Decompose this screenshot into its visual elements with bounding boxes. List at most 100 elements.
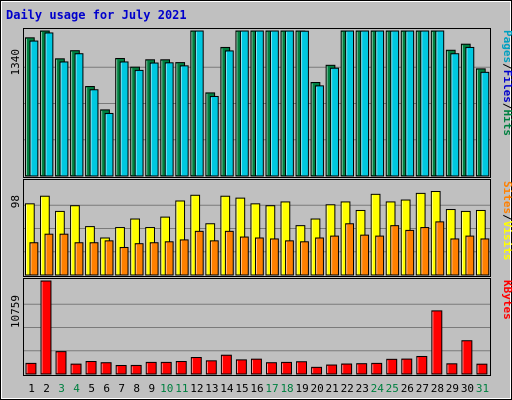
panel-visits-bar-sites-day-2 xyxy=(44,233,54,276)
panel-usage-bar-files-day-30 xyxy=(465,46,475,177)
panel-kbytes-bar-kbytes-day-28-body xyxy=(431,310,443,375)
x-label-day-7: 7 xyxy=(118,382,125,395)
panel-kbytes-bar-kbytes-day-2-body xyxy=(40,280,52,375)
panel-visits-bar-sites-day-4 xyxy=(74,242,84,276)
x-label-day-23: 23 xyxy=(356,382,369,395)
panel-usage-bar-files-day-4-body xyxy=(74,53,84,177)
panel-visits-legend: Sites/Visits xyxy=(501,181,512,261)
panel-visits-bar-sites-day-28-body xyxy=(435,221,445,276)
x-label-day-31: 31 xyxy=(476,382,489,395)
panel-visits-bar-sites-day-3-body xyxy=(59,233,69,276)
panel-kbytes-bar-kbytes-day-30 xyxy=(461,340,473,375)
panel-usage-bar-files-day-27 xyxy=(420,30,430,177)
panel-usage-legend-item-2: Files xyxy=(501,70,512,103)
panel-usage-bar-files-day-15-body xyxy=(239,30,249,177)
panel-kbytes-bar-kbytes-day-8-body xyxy=(130,364,142,375)
panel-visits-bar-sites-day-24-body xyxy=(375,235,385,276)
panel-usage-bar-files-day-29 xyxy=(450,53,460,177)
panel-kbytes-legend-item-0: KBytes xyxy=(501,280,512,320)
panel-visits-bar-sites-day-16 xyxy=(254,237,264,276)
panel-kbytes-bar-kbytes-day-1-body xyxy=(25,362,37,375)
panel-usage-bar-files-day-3 xyxy=(59,61,69,177)
panel-kbytes-bar-kbytes-day-29-body xyxy=(446,363,458,375)
panel-usage-bar-files-day-11 xyxy=(179,65,189,177)
panel-visits-bar-sites-day-26-body xyxy=(405,229,415,276)
panel-usage-bar-files-day-20-body xyxy=(315,85,324,177)
panel-kbytes-bar-kbytes-day-15-body xyxy=(235,359,247,375)
panel-visits-legend-item-1: / xyxy=(501,214,512,221)
x-label-day-30: 30 xyxy=(461,382,474,395)
panel-visits-bar-sites-day-11 xyxy=(179,239,189,276)
panel-visits-bar-sites-day-8 xyxy=(134,243,144,276)
panel-visits-bar-sites-day-15 xyxy=(239,236,249,276)
panel-kbytes-bar-kbytes-day-11-body xyxy=(175,360,187,375)
panel-kbytes-bar-kbytes-day-10-body xyxy=(160,361,172,375)
panel-kbytes-bar-kbytes-day-18 xyxy=(281,361,292,375)
panel-visits-bar-sites-day-4-body xyxy=(74,242,84,276)
panel-visits-bar-sites-day-21-body xyxy=(330,235,339,276)
x-label-day-21: 21 xyxy=(326,382,339,395)
x-label-day-12: 12 xyxy=(190,382,203,395)
panel-usage-bar-files-day-10 xyxy=(164,62,174,177)
panel-kbytes-bar-kbytes-day-29 xyxy=(446,363,458,375)
panel-visits-bar-sites-day-20 xyxy=(315,237,324,276)
x-label-day-27: 27 xyxy=(416,382,429,395)
panel-usage-bar-files-day-5-body xyxy=(89,89,99,177)
panel-kbytes-bar-kbytes-day-20-body xyxy=(311,366,323,375)
panel-kbytes-bar-kbytes-day-4-body xyxy=(70,363,82,375)
panel-usage-bar-files-day-24 xyxy=(375,30,385,177)
panel-kbytes-bar-kbytes-day-5-body xyxy=(85,360,97,375)
panel-kbytes-bar-kbytes-day-22-body xyxy=(341,363,353,375)
panel-usage-bar-files-day-18-body xyxy=(285,30,294,177)
panel-visits-bar-sites-day-13 xyxy=(209,240,219,276)
panel-kbytes-bar-kbytes-day-13-body xyxy=(205,360,217,375)
x-label-day-6: 6 xyxy=(103,382,110,395)
panel-visits-bar-sites-day-12 xyxy=(194,230,204,276)
x-label-day-17: 17 xyxy=(265,382,278,395)
panel-kbytes-bar-kbytes-day-6 xyxy=(100,362,112,375)
panel-usage-bar-files-day-16 xyxy=(254,30,264,177)
panel-usage-legend-item-0: Pages xyxy=(501,30,512,63)
panel-usage-bar-files-day-18 xyxy=(285,30,294,177)
panel-visits-bar-sites-day-13-body xyxy=(209,240,219,276)
panel-visits-bar-sites-day-30-body xyxy=(465,235,475,276)
panel-usage-bar-files-day-7 xyxy=(119,61,129,177)
panel-visits-bar-sites-day-1 xyxy=(29,242,39,276)
panel-usage-bar-files-day-17-body xyxy=(270,30,279,177)
panel-usage-bar-files-day-25 xyxy=(390,30,400,177)
panel-usage-bar-files-day-23 xyxy=(360,30,370,177)
panel-usage-bar-files-day-9-body xyxy=(149,62,159,177)
panel-usage-bar-files-day-6-body xyxy=(104,112,114,177)
panel-kbytes-bar-kbytes-day-23 xyxy=(356,363,368,375)
x-label-day-16: 16 xyxy=(250,382,263,395)
panel-kbytes-bar-kbytes-day-5 xyxy=(85,360,97,375)
panel-kbytes-bar-kbytes-day-12-body xyxy=(190,356,202,375)
panel-kbytes-bar-kbytes-day-1 xyxy=(25,362,37,375)
x-label-day-3: 3 xyxy=(58,382,65,395)
panel-visits-bar-sites-day-1-body xyxy=(29,242,39,276)
panel-usage-bar-files-day-2-body xyxy=(44,32,54,177)
panel-visits-legend-item-2: Visits xyxy=(501,221,512,261)
panel-usage-bar-files-day-26 xyxy=(405,30,415,177)
panel-kbytes-bar-kbytes-day-26-body xyxy=(401,358,413,375)
x-label-day-29: 29 xyxy=(446,382,459,395)
panel-kbytes-ymax-label: 10759 xyxy=(9,295,22,328)
panel-usage-bar-files-day-27-body xyxy=(420,30,430,177)
panel-usage-bar-files-day-20 xyxy=(315,85,324,177)
panel-visits-bar-sites-day-5-body xyxy=(89,242,99,276)
panel-visits: 98 Sites/Visits xyxy=(9,179,512,277)
panel-kbytes-bar-kbytes-day-30-body xyxy=(461,340,473,375)
panel-visits-bar-sites-day-20-body xyxy=(315,237,324,276)
panel-visits-bar-sites-day-22 xyxy=(345,223,355,276)
panel-visits-bar-sites-day-7-body xyxy=(119,246,129,276)
panel-usage-bar-files-day-4 xyxy=(74,53,84,177)
x-label-day-4: 4 xyxy=(73,382,80,395)
panel-kbytes-bar-kbytes-day-17-body xyxy=(266,362,277,375)
x-label-day-9: 9 xyxy=(148,382,155,395)
panel-kbytes-bar-kbytes-day-18-body xyxy=(281,361,292,375)
panel-usage-bar-files-day-26-body xyxy=(405,30,415,177)
